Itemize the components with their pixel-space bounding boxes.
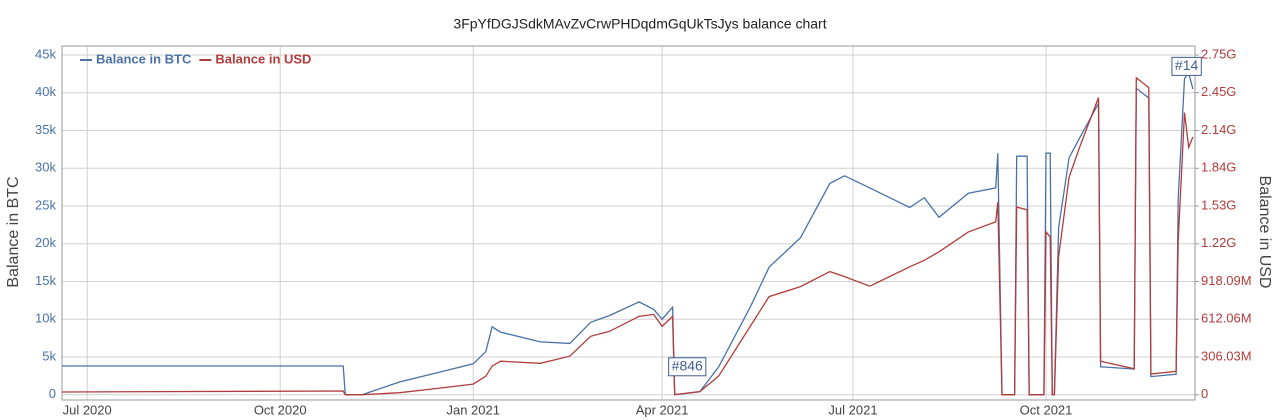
y2-tick-label: 1.84G <box>1201 160 1236 175</box>
y-tick-label: 30k <box>35 160 56 175</box>
y2-tick-label: 1.22G <box>1201 235 1236 250</box>
y2-tick-label: 2.14G <box>1201 122 1236 137</box>
y-tick-label: 20k <box>35 235 56 250</box>
y2-tick-label: 612.06M <box>1201 311 1252 326</box>
y2-tick-label: 2.45G <box>1201 84 1236 99</box>
x-tick-label: Jul 2020 <box>63 402 112 417</box>
x-tick-label: Oct 2021 <box>1020 402 1073 417</box>
series-line <box>61 76 1194 396</box>
y-tick-label: 25k <box>35 197 56 212</box>
y2-tick-label: 918.09M <box>1201 273 1252 288</box>
y-tick-label: 0 <box>49 386 56 401</box>
series-line <box>62 71 1194 396</box>
x-tick-label: Oct 2020 <box>254 402 307 417</box>
annotation: #14 <box>1175 57 1199 73</box>
annotation-box <box>668 357 707 377</box>
y-tick-label: 5k <box>42 348 56 363</box>
y-tick-label: 45k <box>35 46 56 61</box>
y2-tick-label: 306.03M <box>1201 348 1252 363</box>
x-tick-label: Jul 2021 <box>828 402 877 417</box>
annotation: #846 <box>672 357 703 373</box>
y2-tick-label: 2.75G <box>1201 46 1236 61</box>
chart-title: 3FpYfDGJSdkMAvZvCrwPHDqdmGqUkTsJys balan… <box>453 16 826 32</box>
plot-frame <box>61 45 1196 401</box>
x-tick-label: Jan 2021 <box>446 402 500 417</box>
y-tick-label: 15k <box>35 273 56 288</box>
x-tick-label: Apr 2021 <box>636 402 689 417</box>
legend-label: Balance in BTC <box>96 51 192 66</box>
y2-axis-title: Balance in USD <box>1256 176 1273 289</box>
y2-tick-label: 1.53G <box>1201 197 1236 212</box>
y-tick-label: 40k <box>35 84 56 99</box>
annotation-box <box>1171 56 1202 76</box>
legend-label: Balance in USD <box>215 51 311 66</box>
y-axis-title: Balance in BTC <box>5 176 22 287</box>
y2-tick-label: 0 <box>1201 386 1208 401</box>
y-tick-label: 35k <box>35 122 56 137</box>
y-tick-label: 10k <box>35 311 56 326</box>
